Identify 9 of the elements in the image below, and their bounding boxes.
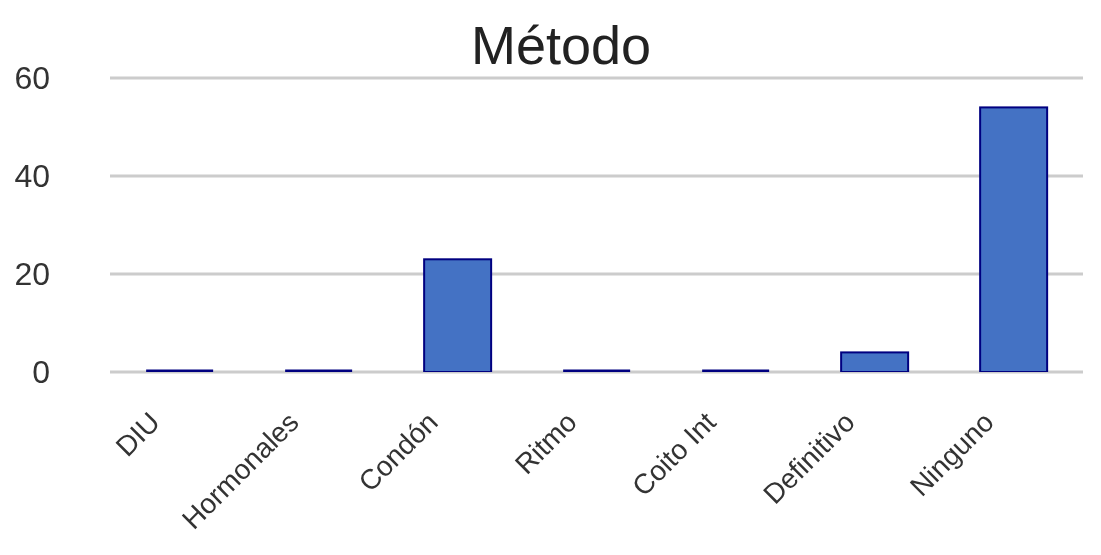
bar xyxy=(423,258,493,372)
bar xyxy=(840,351,910,372)
y-tick-label: 0 xyxy=(32,354,50,391)
y-tick-label: 20 xyxy=(14,256,50,293)
y-tick-label: 40 xyxy=(14,158,50,195)
bar xyxy=(979,106,1049,372)
y-tick-label: 60 xyxy=(14,60,50,97)
x-tick-label: DIU xyxy=(109,406,166,463)
chart-title: Método xyxy=(470,15,652,76)
